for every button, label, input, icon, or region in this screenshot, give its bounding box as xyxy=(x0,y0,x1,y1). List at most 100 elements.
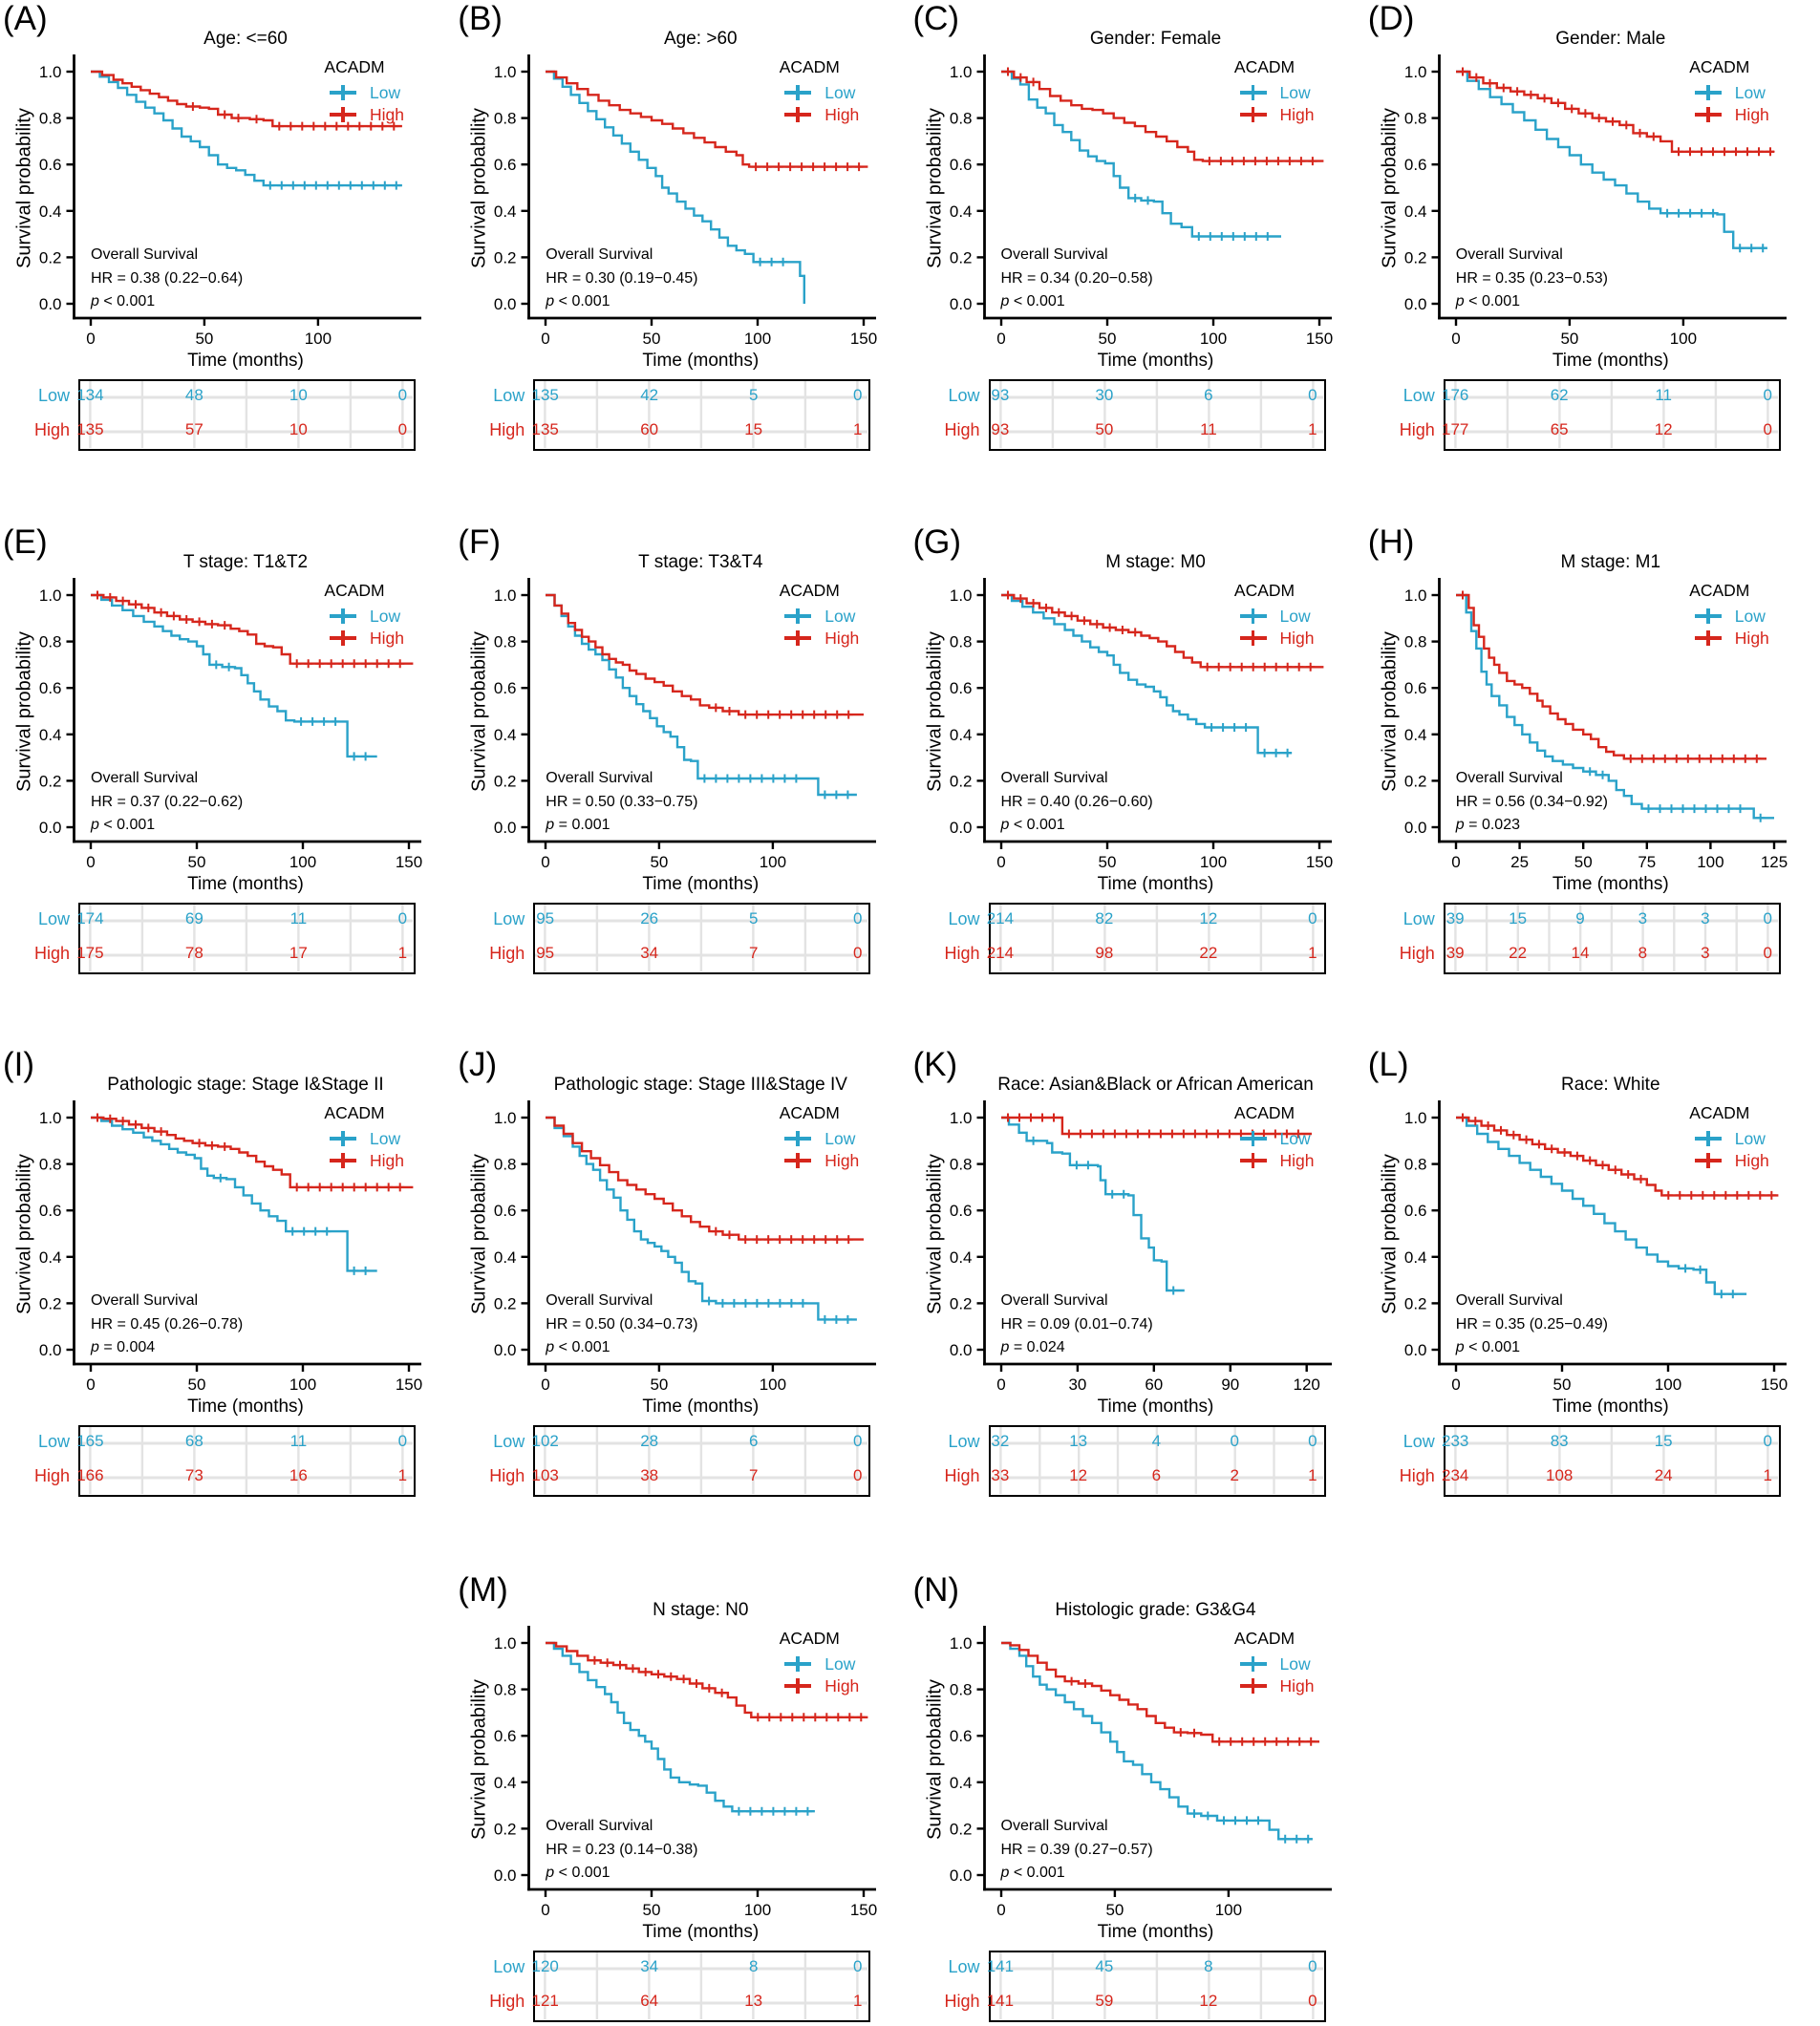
censor-marks-high xyxy=(1458,590,1762,763)
high-plus-marker-icon xyxy=(330,107,356,122)
risk-count-high: 6 xyxy=(1151,1466,1162,1484)
censor-marks-high xyxy=(751,162,864,172)
risk-table: 174 69 11 0 175 78 17 1 xyxy=(76,903,416,974)
panel-letter: (H) xyxy=(1367,523,1415,561)
x-axis-label: Time (months) xyxy=(1552,1397,1669,1417)
y-axis-label: Survival probability xyxy=(1379,631,1401,792)
y-tick-label: 0.8 xyxy=(1404,110,1427,128)
legend-item-high: High xyxy=(784,1676,859,1695)
annotation-title: Overall Survival xyxy=(546,246,653,263)
censor-marks-high xyxy=(93,1113,405,1192)
risk-row-label-high: High xyxy=(944,420,980,439)
risk-table-grid xyxy=(535,381,868,448)
risk-count-high: 135 xyxy=(76,420,104,438)
risk-count-high: 12 xyxy=(1654,420,1673,438)
p-value-line: p < 0.001 xyxy=(546,290,697,314)
risk-table: 39 15 9 3 3 0 39 22 14 8 3 0 xyxy=(1443,903,1781,974)
panel-title: M stage: M0 xyxy=(1105,552,1206,572)
risk-count-low: 0 xyxy=(1763,1432,1772,1450)
y-tick-label: 0.8 xyxy=(494,1156,517,1174)
x-axis-label: Time (months) xyxy=(187,1397,304,1417)
x-tick-label: 50 xyxy=(643,1901,661,1919)
p-value: < 0.001 xyxy=(558,1339,610,1355)
risk-count-low: 0 xyxy=(852,386,863,404)
x-tick-label: 150 xyxy=(1761,1376,1788,1394)
censor-marks-low xyxy=(266,181,401,190)
risk-table-grid xyxy=(80,1427,413,1494)
risk-count-low: 0 xyxy=(1308,386,1317,404)
legend-title: ACADM xyxy=(324,581,385,600)
hr-text: HR = 0.50 (0.34−0.73) xyxy=(546,1315,698,1333)
y-tick-label: 0.2 xyxy=(494,772,517,790)
risk-row-label-low: Low xyxy=(37,1432,70,1451)
x-tick-label: 100 xyxy=(760,1376,786,1394)
km-plot: 0.0 0.2 0.4 0.6 0.8 1.0 0 50 100 150 xyxy=(949,54,1333,348)
panel-title: Pathologic stage: Stage III&Stage IV xyxy=(553,1075,847,1095)
km-plot: 0.0 0.2 0.4 0.6 0.8 1.0 0 50 100 xyxy=(949,1626,1332,1919)
y-tick-label: 0.4 xyxy=(949,1774,972,1792)
legend-label-high: High xyxy=(1279,628,1315,648)
legend-label-low: Low xyxy=(824,1653,856,1674)
censor-marks-low xyxy=(704,1296,853,1324)
y-tick-label: 0.4 xyxy=(39,203,62,221)
panel-title: Pathologic stage: Stage I&Stage II xyxy=(107,1075,384,1095)
risk-count-low: 176 xyxy=(1442,386,1469,404)
censor-marks-low xyxy=(1028,1136,1178,1295)
legend-label-low: Low xyxy=(824,1128,856,1148)
risk-table-grid xyxy=(80,381,413,448)
x-tick-label: 75 xyxy=(1638,853,1656,871)
low-plus-marker-icon xyxy=(784,1131,812,1146)
risk-count-low: 5 xyxy=(748,386,759,404)
y-axis-label: Survival probability xyxy=(468,1154,490,1314)
high-plus-marker-icon xyxy=(784,107,812,122)
legend-label-low: Low xyxy=(1734,82,1766,102)
km-curve-low xyxy=(546,1116,858,1321)
risk-count-high: 57 xyxy=(184,420,203,438)
p-value-line: p < 0.001 xyxy=(1001,290,1153,314)
annotation-title: Overall Survival xyxy=(1455,1292,1563,1309)
panel-title: Age: >60 xyxy=(664,29,738,49)
km-curve-low xyxy=(1000,1641,1313,1841)
y-tick-label: 0.4 xyxy=(949,203,972,221)
risk-count-high: 1 xyxy=(1308,420,1317,438)
p-value: < 0.001 xyxy=(1013,817,1065,833)
y-axis-label: Survival probability xyxy=(924,108,945,268)
low-plus-marker-icon xyxy=(330,1131,356,1146)
risk-count-low: 6 xyxy=(748,1432,759,1450)
y-axis-label: Survival probability xyxy=(1379,1154,1401,1314)
risk-table: 120 34 8 0 121 64 13 1 xyxy=(531,1951,871,2022)
p-value-line: p < 0.001 xyxy=(1001,814,1153,838)
panel-title: Gender: Female xyxy=(1089,29,1222,49)
y-tick-label: 0.0 xyxy=(39,1341,62,1359)
risk-row-label-high: High xyxy=(33,944,70,963)
p-value-line: p = 0.023 xyxy=(1456,814,1608,838)
km-plot: 0.0 0.2 0.4 0.6 0.8 1.0 0 50 100 xyxy=(494,1100,877,1394)
risk-count-high: 1 xyxy=(397,1466,408,1484)
risk-count-low: 32 xyxy=(991,1432,1010,1450)
y-tick-label: 0.6 xyxy=(39,156,62,174)
y-tick-label: 0.2 xyxy=(39,1294,62,1312)
panel-title: M stage: M1 xyxy=(1560,552,1661,572)
risk-table-grid xyxy=(1445,905,1778,971)
km-curve-high xyxy=(546,1116,865,1241)
panel-title: Age: <=60 xyxy=(203,29,288,49)
risk-count-high: 1 xyxy=(852,420,863,438)
y-tick-label: 0.6 xyxy=(39,679,62,697)
risk-count-low: 0 xyxy=(852,909,863,928)
risk-count-high: 10 xyxy=(289,420,308,438)
y-tick-label: 1.0 xyxy=(949,63,972,81)
legend-title: ACADM xyxy=(324,1103,385,1122)
risk-count-high: 108 xyxy=(1546,1466,1574,1484)
risk-count-high: 1 xyxy=(1308,1466,1317,1484)
risk-count-high: 24 xyxy=(1654,1466,1673,1484)
risk-row-label-high: High xyxy=(489,1466,525,1485)
x-tick-label: 0 xyxy=(86,1376,95,1394)
risk-count-high: 121 xyxy=(531,1992,559,2010)
risk-count-high: 38 xyxy=(640,1466,659,1484)
risk-count-low: 83 xyxy=(1550,1432,1569,1450)
annotation-title: Overall Survival xyxy=(1455,770,1563,786)
risk-count-high: 17 xyxy=(289,944,308,962)
risk-count-low: 0 xyxy=(397,386,408,404)
risk-row-label-high: High xyxy=(33,1466,70,1485)
risk-row-label-high: High xyxy=(1399,420,1435,439)
